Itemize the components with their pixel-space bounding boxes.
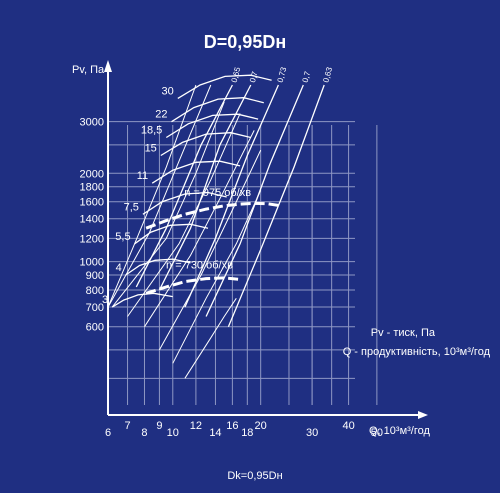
x-tick-label-2: 8 <box>141 427 147 439</box>
y-tick-label-3: 900 <box>86 270 104 282</box>
speed-curves: n = 975 об/хв n = 730 об/хв <box>145 187 279 295</box>
power-curve-4 <box>151 160 241 184</box>
power-curves: 3 4 5,5 7,5 11 15 18,5 22 30 <box>102 74 272 308</box>
x-tick-label-1: 7 <box>124 420 130 432</box>
axes <box>104 60 428 419</box>
y-tick-label-6: 1400 <box>80 214 104 226</box>
speed-curve-1 <box>145 276 241 295</box>
y-tick-label-7: 1600 <box>80 197 104 209</box>
power-curve-1 <box>125 258 191 276</box>
x-tick-label-6: 14 <box>209 427 221 439</box>
efficiency-line-4 <box>227 84 325 327</box>
power-label-4: 11 <box>137 170 148 182</box>
x-axis-label: Q, 10³м³/год <box>369 425 430 437</box>
efficiency-label-4: 0,63 <box>321 66 334 84</box>
power-curve-8 <box>177 74 272 99</box>
x-tick-label-10: 30 <box>306 427 318 439</box>
y-axis-arrow <box>104 60 112 72</box>
x-tick-label-9: 20 <box>255 420 267 432</box>
pressure-rays <box>107 84 262 379</box>
power-label-1: 4 <box>116 262 122 274</box>
y-tick-label-10: 3000 <box>80 117 104 129</box>
power-curve-0 <box>111 292 173 308</box>
pressure-ray-1 <box>107 84 212 308</box>
y-tick-label-0: 600 <box>86 322 104 334</box>
power-label-6: 18,5 <box>141 124 162 136</box>
power-label-7: 22 <box>155 109 167 121</box>
y-axis-label: Pv, Па <box>72 64 105 76</box>
efficiency-label-0: 0,65 <box>230 66 243 84</box>
x-tick-label-3: 9 <box>156 420 162 432</box>
footer-note: Dk=0,95Dн <box>227 470 282 482</box>
speed-label-1: n = 730 об/хв <box>166 260 233 272</box>
legend-line-flow: Q - продуктивність, 10³м³/год <box>343 346 491 358</box>
power-label-8: 30 <box>162 85 174 97</box>
y-tick-label-4: 1000 <box>80 257 104 269</box>
power-curve-6 <box>165 113 259 139</box>
pressure-ray-0 <box>107 84 197 308</box>
x-tick-label-7: 16 <box>226 420 238 432</box>
x-axis-arrow <box>418 411 428 419</box>
power-label-3: 7,5 <box>124 201 139 213</box>
power-curve-5 <box>160 132 251 157</box>
pressure-ray-4 <box>144 130 255 327</box>
y-tick-label-1: 700 <box>86 302 104 314</box>
grid <box>107 121 378 405</box>
speed-curve-0 <box>145 201 279 230</box>
x-tick-label-4: 10 <box>167 427 179 439</box>
efficiency-label-2: 0,73 <box>276 66 289 84</box>
efficiency-line-2 <box>184 84 279 308</box>
efficiency-label-1: 0,7 <box>248 70 260 84</box>
x-tick-label-5: 12 <box>190 420 202 432</box>
y-tick-label-9: 2000 <box>80 168 104 180</box>
power-label-2: 5,5 <box>115 231 130 243</box>
pressure-ray-2 <box>111 101 225 308</box>
power-label-5: 15 <box>145 143 157 155</box>
speed-label-0: n = 975 об/хв <box>184 187 251 199</box>
y-tick-label-8: 1800 <box>80 182 104 194</box>
efficiency-label-3: 0,7 <box>301 70 313 84</box>
pressure-ray-7 <box>184 298 237 379</box>
power-curve-2 <box>134 223 209 245</box>
x-tick-label-8: 18 <box>241 427 253 439</box>
power-label-0: 3 <box>102 294 108 306</box>
power-curve-7 <box>171 97 264 123</box>
x-tick-label-11: 40 <box>342 420 354 432</box>
pressure-ray-6 <box>172 190 262 364</box>
pressure-ray-5 <box>158 149 262 351</box>
y-tick-label-5: 1200 <box>80 233 104 245</box>
power-curve-3 <box>142 191 227 215</box>
legend-line-pressure: Pv - тиск, Па <box>371 327 436 339</box>
x-tick-label-12: 50 <box>371 427 383 439</box>
y-tick-label-2: 800 <box>86 285 104 297</box>
chart-title: D=0,95Dн <box>204 32 286 52</box>
x-tick-label-0: 6 <box>105 427 111 439</box>
